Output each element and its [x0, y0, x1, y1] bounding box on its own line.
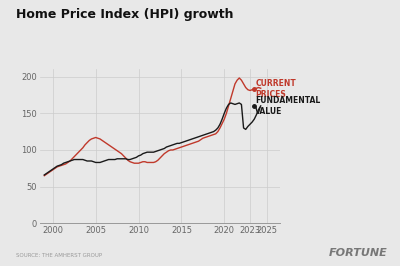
Text: FORTUNE: FORTUNE: [329, 248, 388, 258]
Text: Home Price Index (HPI) growth: Home Price Index (HPI) growth: [16, 8, 234, 21]
Text: SOURCE: THE AMHERST GROUP: SOURCE: THE AMHERST GROUP: [16, 253, 102, 258]
Text: FUNDAMENTAL
VALUE: FUNDAMENTAL VALUE: [255, 96, 320, 116]
Text: CURRENT
PRICES: CURRENT PRICES: [255, 79, 296, 99]
